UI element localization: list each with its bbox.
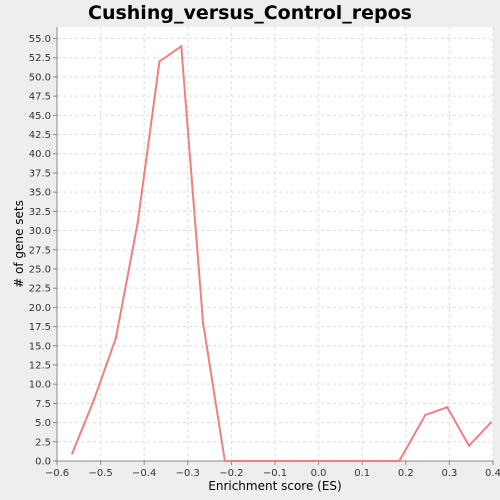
data-point <box>180 45 183 48</box>
data-point <box>289 459 292 463</box>
y-tick-label: 2.5 <box>35 437 51 448</box>
y-tick-label: 42.5 <box>29 130 51 141</box>
series-line <box>71 45 492 462</box>
data-point <box>201 321 205 324</box>
series-layer <box>71 45 493 463</box>
data-point <box>467 444 471 447</box>
y-tick-label: 17.5 <box>29 322 51 333</box>
data-point <box>398 459 401 463</box>
y-tick-label: 27.5 <box>29 245 51 256</box>
x-tick-label: 0.2 <box>398 468 414 479</box>
x-tick-label: 0.0 <box>311 468 327 479</box>
y-tick-label: 45.0 <box>29 111 51 122</box>
x-tick-label: −0.4 <box>132 468 156 479</box>
y-tick-label: 25.0 <box>29 264 51 275</box>
y-tick-label: 37.5 <box>29 168 51 179</box>
data-point <box>136 221 139 225</box>
data-point <box>489 421 493 424</box>
y-tick-label: 47.5 <box>29 92 51 103</box>
x-tick-label: −0.6 <box>45 468 69 479</box>
x-tick-label: −0.3 <box>176 468 200 479</box>
chart-title: Cushing_versus_Control_repos <box>88 2 412 24</box>
x-tick-label: 0.4 <box>485 468 500 479</box>
data-point <box>158 60 161 63</box>
y-tick-label: 35.0 <box>29 188 51 199</box>
data-point <box>332 459 336 463</box>
y-tick-label: 32.5 <box>29 207 51 218</box>
data-point <box>446 406 449 409</box>
y-tick-label: 5.0 <box>35 418 51 429</box>
y-tick-label: 30.0 <box>29 226 51 237</box>
y-tick-label: 10.0 <box>29 380 51 391</box>
y-tick-label: 40.0 <box>29 149 51 160</box>
data-point <box>223 459 227 463</box>
x-axis-label: Enrichment score (ES) <box>208 479 341 493</box>
y-axis-label: # of gene sets <box>12 200 26 288</box>
data-point <box>376 459 379 463</box>
y-tick-label: 22.5 <box>29 284 51 295</box>
y-tick-label: 12.5 <box>29 360 51 371</box>
y-tick-label: 0.0 <box>35 457 51 468</box>
x-tick-label: 0.1 <box>354 468 370 479</box>
y-tick-label: 15.0 <box>29 341 51 352</box>
y-tick-label: 52.5 <box>29 53 51 64</box>
axis-layer: 0.0 2.5 5.0 7.5 10.0 12.5 15.0 17.5 20.0 22.5 25.0… <box>29 27 500 479</box>
y-tick-label: 7.5 <box>35 399 51 410</box>
grid-layer <box>56 27 494 462</box>
x-tick-label: −0.2 <box>219 468 243 479</box>
y-tick-label: 20.0 <box>29 303 51 314</box>
x-tick-label: −0.1 <box>263 468 287 479</box>
data-point <box>92 398 96 401</box>
data-point <box>354 459 357 463</box>
data-point <box>71 452 74 455</box>
y-tick-label: 50.0 <box>29 72 51 83</box>
x-tick-label: −0.5 <box>88 468 112 479</box>
data-point <box>245 459 248 463</box>
data-point <box>114 336 118 340</box>
data-point <box>267 459 270 463</box>
y-tick-label: 55.0 <box>29 34 51 45</box>
data-point <box>310 459 314 463</box>
data-point <box>424 413 427 417</box>
x-tick-label: 0.3 <box>441 468 457 479</box>
